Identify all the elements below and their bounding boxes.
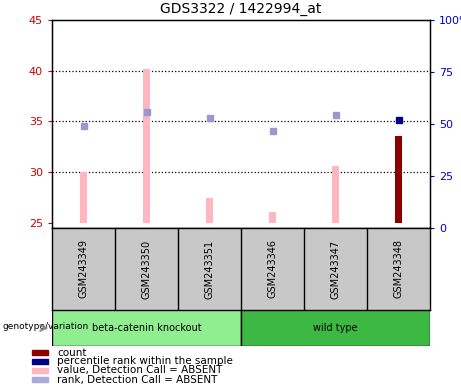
Title: GDS3322 / 1422994_at: GDS3322 / 1422994_at — [160, 2, 322, 16]
Text: beta-catenin knockout: beta-catenin knockout — [92, 323, 201, 333]
Bar — [395, 136, 402, 223]
Text: rank, Detection Call = ABSENT: rank, Detection Call = ABSENT — [57, 374, 217, 384]
Text: GSM243347: GSM243347 — [331, 240, 341, 299]
Text: GSM243350: GSM243350 — [142, 240, 152, 299]
Text: GSM243349: GSM243349 — [78, 240, 89, 298]
Text: genotype/variation: genotype/variation — [3, 322, 89, 331]
Text: percentile rank within the sample: percentile rank within the sample — [57, 356, 233, 366]
Text: GSM243351: GSM243351 — [205, 240, 214, 299]
Bar — [241, 310, 430, 346]
Text: wild type: wild type — [313, 323, 358, 333]
Bar — [143, 69, 150, 223]
Bar — [31, 359, 48, 364]
Text: GSM243348: GSM243348 — [394, 240, 403, 298]
Bar — [206, 197, 213, 223]
Bar — [31, 368, 48, 373]
Bar — [31, 350, 48, 355]
Bar — [332, 166, 339, 223]
Bar — [31, 377, 48, 382]
Bar — [52, 310, 241, 346]
Text: value, Detection Call = ABSENT: value, Detection Call = ABSENT — [57, 366, 222, 376]
Text: count: count — [57, 348, 87, 358]
Bar — [269, 212, 276, 223]
Bar — [80, 172, 87, 223]
Text: GSM243346: GSM243346 — [267, 240, 278, 298]
